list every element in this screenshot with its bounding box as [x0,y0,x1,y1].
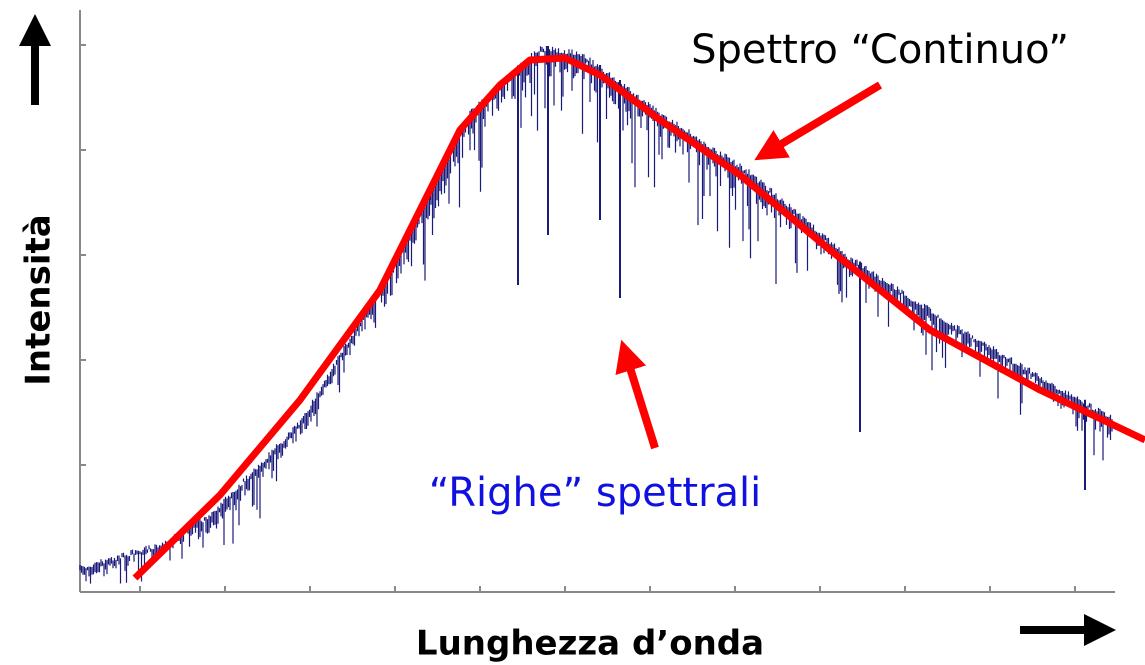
x-axis-label: Lunghezza d’onda [416,624,764,664]
lines-arrow [615,339,659,450]
continuum-label: Spettro “Continuo” [691,27,1069,73]
continuum-curve [132,54,1145,581]
y-axis-label: Intensità [19,214,59,385]
axes [79,10,1115,593]
lines-label: “Righe” spettrali [429,470,762,516]
continuum-arrow [754,81,883,161]
